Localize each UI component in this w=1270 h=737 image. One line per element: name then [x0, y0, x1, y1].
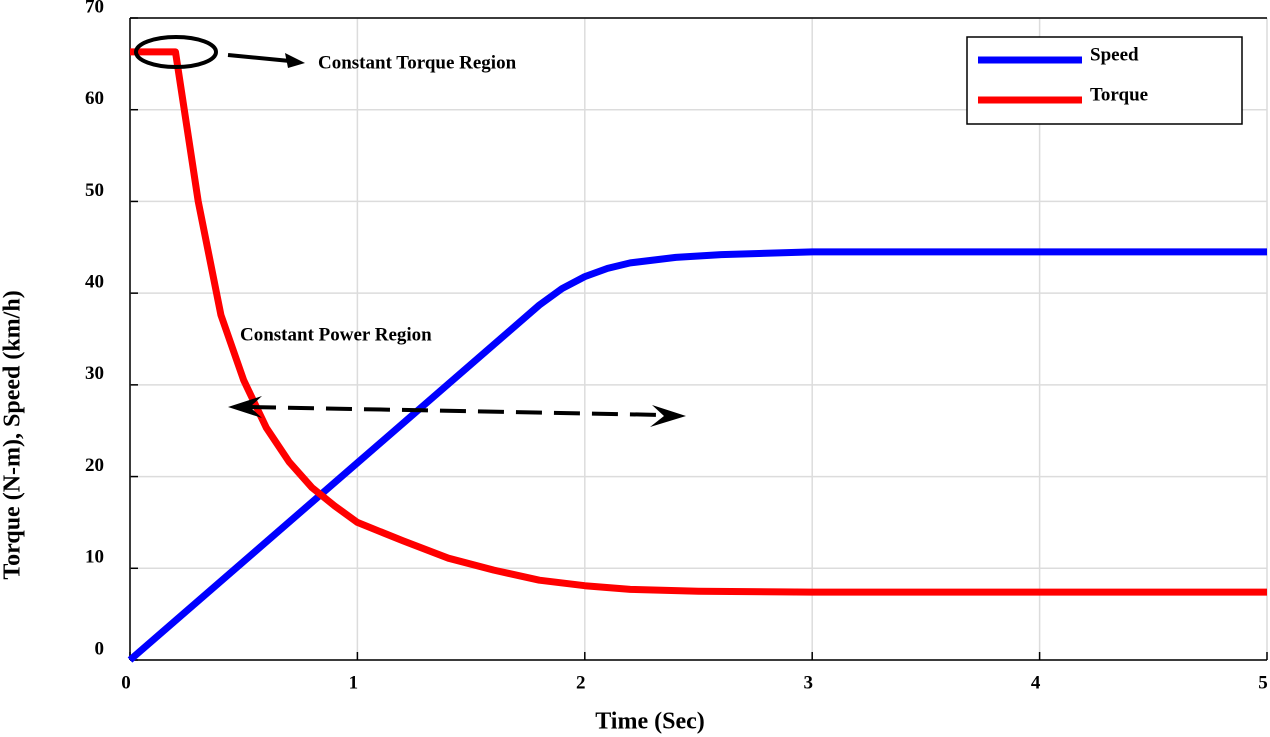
y-tick-label: 40 [85, 272, 104, 293]
x-axis-title: Time (Sec) [595, 709, 705, 735]
annotation: Constant Power Region [240, 324, 432, 345]
arrow-head [650, 405, 686, 427]
x-tick-label: 2 [576, 672, 586, 693]
legend-label: Torque [1090, 84, 1148, 105]
y-tick-label: 50 [85, 180, 104, 201]
annotation: Constant Torque Region [318, 52, 517, 73]
arrow-shaft [227, 53, 291, 63]
y-tick-label: 30 [85, 363, 104, 384]
dashed-arrow [249, 405, 666, 417]
legend: Speed Torque [966, 36, 1243, 125]
x-tick-label: 0 [121, 672, 131, 693]
y-axis-title: Torque (N-m), Speed (km/h) [0, 290, 26, 579]
arrow-head [285, 53, 305, 68]
x-tick-label: 4 [1031, 672, 1041, 693]
y-tick-label: 0 [95, 638, 105, 659]
arrow-head [228, 396, 262, 418]
annotation-marks [134, 35, 686, 427]
y-tick-label: 60 [85, 88, 104, 109]
legend-box [966, 36, 1243, 125]
highlight-ellipse [134, 35, 218, 69]
y-tick-label: 70 [85, 0, 104, 17]
x-tick-label: 5 [1258, 672, 1268, 693]
x-tick-label: 3 [803, 672, 813, 693]
x-tick-label: 1 [349, 672, 359, 693]
legend-label: Speed [1090, 44, 1139, 65]
y-tick-label: 10 [85, 547, 104, 568]
series-line [130, 48, 1267, 596]
y-tick-label: 20 [85, 455, 104, 476]
series-line [127, 248, 1267, 663]
